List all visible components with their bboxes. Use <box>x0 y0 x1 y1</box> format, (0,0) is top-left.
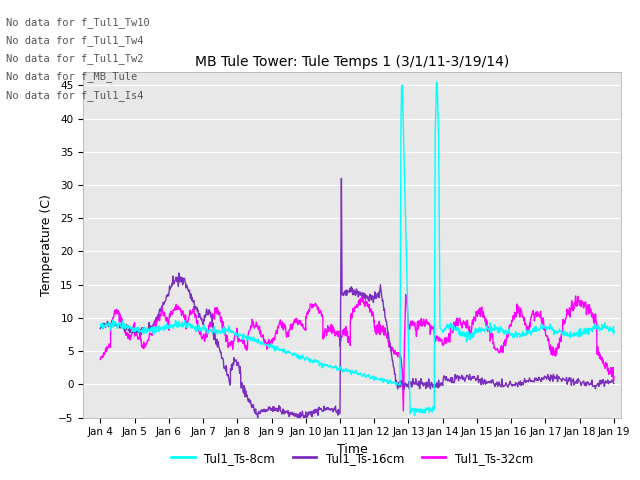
Y-axis label: Temperature (C): Temperature (C) <box>40 194 52 296</box>
Tul1_Ts-32cm <box>115 310 123 315</box>
Tul1_Ts-32cm <box>97 357 104 362</box>
X-axis label: Time: Time <box>337 443 367 456</box>
Tul1_Ts-16cm <box>610 380 618 386</box>
Tul1_Ts-32cm <box>399 408 407 414</box>
Tul1_Ts-32cm <box>212 310 220 316</box>
Text: No data for f_Tul1_Tw2: No data for f_Tul1_Tw2 <box>6 53 144 64</box>
Tul1_Ts-16cm <box>337 176 345 181</box>
Tul1_Ts-16cm <box>545 376 552 382</box>
Tul1_Ts-8cm <box>320 361 328 367</box>
Tul1_Ts-16cm <box>254 417 262 423</box>
Tul1_Ts-32cm <box>610 374 618 380</box>
Title: MB Tule Tower: Tule Temps 1 (3/1/11-3/19/14): MB Tule Tower: Tule Temps 1 (3/1/11-3/19… <box>195 56 509 70</box>
Text: No data for f_Tul1_Tw4: No data for f_Tul1_Tw4 <box>6 35 144 46</box>
Tul1_Ts-32cm <box>161 310 168 315</box>
Tul1_Ts-8cm <box>373 377 381 383</box>
Tul1_Ts-8cm <box>97 322 104 327</box>
Tul1_Ts-16cm <box>97 326 104 332</box>
Text: No data for f_MB_Tule: No data for f_MB_Tule <box>6 72 138 83</box>
Tul1_Ts-32cm <box>402 292 410 298</box>
Line: Tul1_Ts-32cm: Tul1_Ts-32cm <box>100 295 614 411</box>
Tul1_Ts-8cm <box>411 413 419 419</box>
Tul1_Ts-8cm <box>610 331 618 336</box>
Line: Tul1_Ts-8cm: Tul1_Ts-8cm <box>100 82 614 416</box>
Tul1_Ts-32cm <box>168 310 175 316</box>
Text: No data for f_Tul1_Tw10: No data for f_Tul1_Tw10 <box>6 17 150 28</box>
Tul1_Ts-16cm <box>158 304 166 310</box>
Tul1_Ts-8cm <box>174 324 182 330</box>
Tul1_Ts-8cm <box>406 374 413 380</box>
Tul1_Ts-16cm <box>343 292 351 298</box>
Tul1_Ts-32cm <box>300 325 307 331</box>
Tul1_Ts-16cm <box>141 327 148 333</box>
Tul1_Ts-8cm <box>215 327 223 333</box>
Text: No data for f_Tul1_Is4: No data for f_Tul1_Is4 <box>6 90 144 101</box>
Tul1_Ts-32cm <box>125 331 132 337</box>
Legend: Tul1_Ts-8cm, Tul1_Ts-16cm, Tul1_Ts-32cm: Tul1_Ts-8cm, Tul1_Ts-16cm, Tul1_Ts-32cm <box>166 447 538 469</box>
Tul1_Ts-8cm <box>433 79 440 85</box>
Tul1_Ts-16cm <box>556 376 564 382</box>
Tul1_Ts-8cm <box>567 334 575 339</box>
Tul1_Ts-16cm <box>108 322 115 328</box>
Line: Tul1_Ts-16cm: Tul1_Ts-16cm <box>100 179 614 420</box>
